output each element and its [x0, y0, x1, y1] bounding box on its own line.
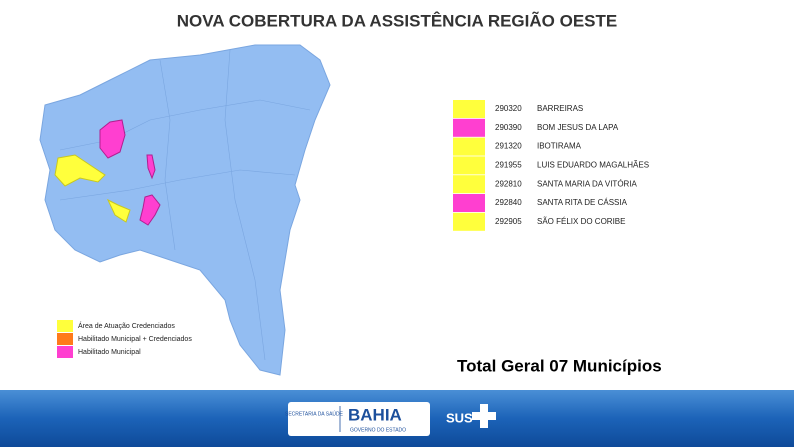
- row-name: BARREIRAS: [537, 104, 583, 113]
- row-name: IBOTIRAMA: [537, 142, 582, 151]
- row-swatch: [453, 137, 485, 156]
- row-name: BOM JESUS DA LAPA: [537, 123, 619, 132]
- row-code: 292905: [495, 217, 522, 226]
- secretaria: SECRETARIA DA SAÚDE: [285, 410, 344, 417]
- row-code: 292810: [495, 179, 522, 188]
- row-swatch: [453, 194, 485, 212]
- sus-cross: [472, 404, 496, 428]
- row-swatch: [453, 100, 485, 118]
- row-name: SÃO FÉLIX DO CORIBE: [537, 217, 625, 226]
- legend-label: Habilitado Municipal + Credenciados: [78, 336, 192, 343]
- logo-box: [288, 402, 430, 436]
- map: [39, 44, 331, 376]
- row-swatch: [453, 118, 485, 137]
- row-code: 290390: [495, 123, 522, 132]
- row-code: 290320: [495, 104, 522, 113]
- legend: Área de Atuação Credenciados Habilitado M…: [57, 320, 192, 358]
- row-swatch: [453, 175, 485, 194]
- title: NOVA COBERTURA DA ASSISTÊNCIA REGIÃO OES…: [177, 10, 617, 30]
- bahia: BAHIA: [348, 405, 402, 424]
- legend-swatch: [57, 320, 73, 332]
- legend-swatch: [57, 333, 73, 345]
- row-code: 291955: [495, 161, 522, 170]
- row-code: 291320: [495, 142, 522, 151]
- row-name: LUIS EDUARDO MAGALHÃES: [537, 161, 649, 170]
- total: Total Geral 07 Municípios: [457, 356, 662, 375]
- row-swatch: [453, 212, 485, 231]
- municipality-table: 290320 BARREIRAS 290390 BOM JESUS DA LAPA 29…: [453, 100, 649, 231]
- legend-label: Área de Atuação Credenciados: [78, 321, 175, 330]
- governo: GOVERNO DO ESTADO: [350, 427, 406, 433]
- row-name: SANTA RITA DE CÁSSIA: [537, 198, 628, 207]
- row-code: 292840: [495, 198, 522, 207]
- legend-swatch: [57, 346, 73, 358]
- row-name: SANTA MARIA DA VITÓRIA: [537, 179, 638, 188]
- sus: SUS: [446, 410, 473, 425]
- row-swatch: [453, 156, 485, 175]
- legend-label: Habilitado Municipal: [78, 349, 141, 356]
